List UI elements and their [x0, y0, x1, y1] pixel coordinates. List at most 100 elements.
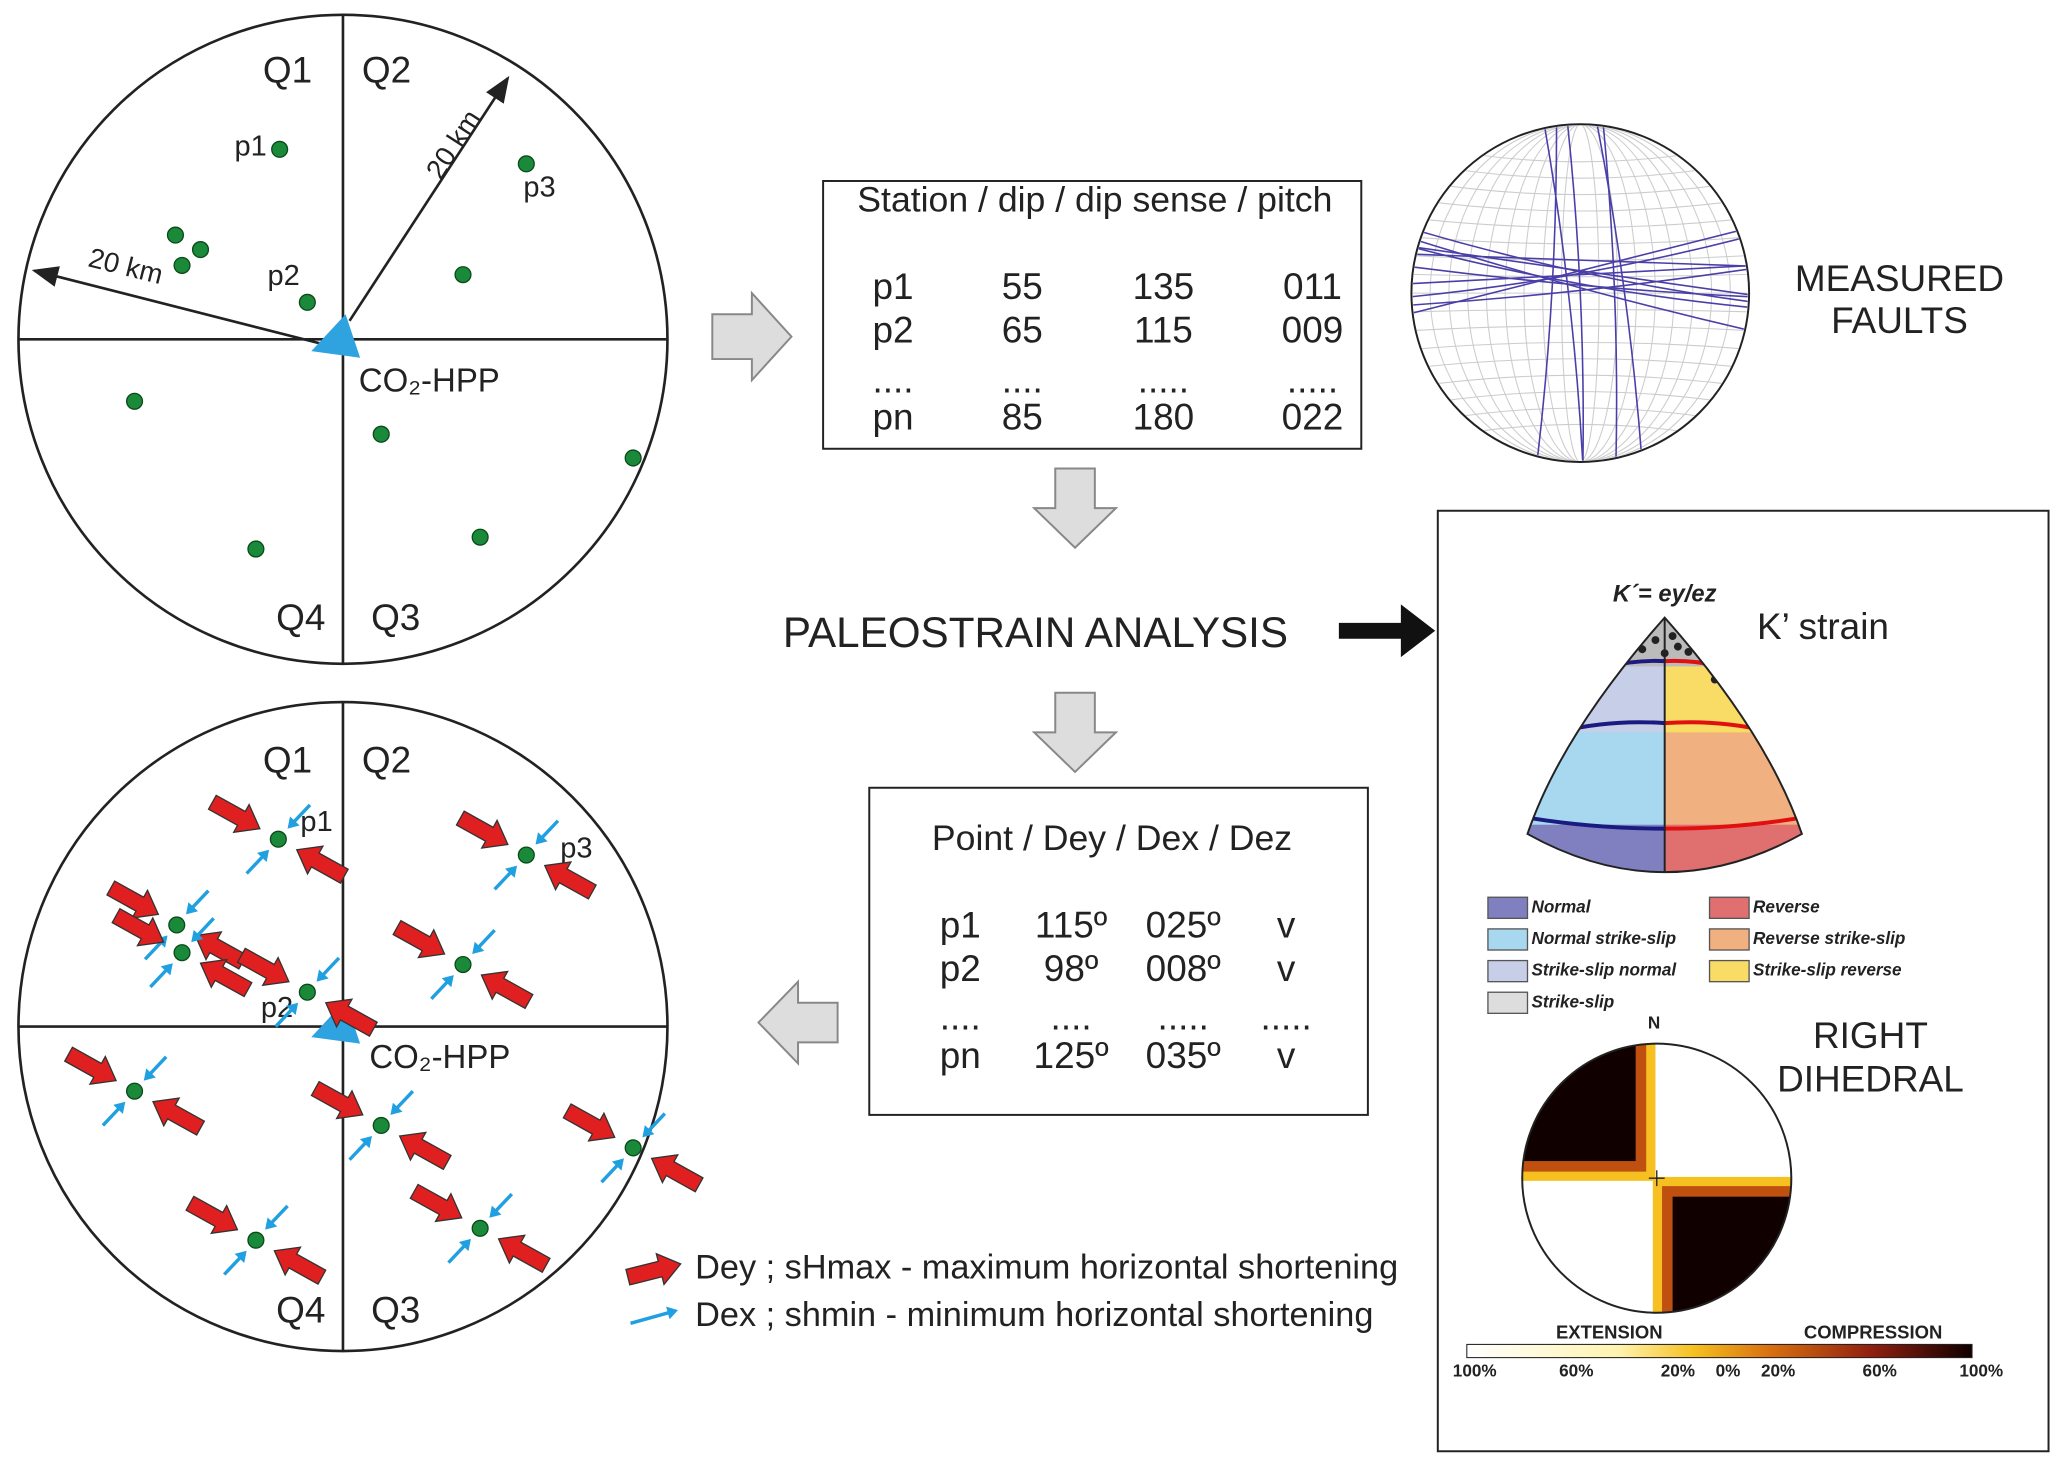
stress-arrow: [324, 998, 379, 1037]
station-dot: [191, 241, 210, 259]
table-cell: 125º: [1034, 1035, 1110, 1076]
table-cell: v: [1277, 1035, 1296, 1076]
table-cell: 65: [1002, 309, 1043, 350]
scale-label: 60%: [1863, 1361, 1897, 1381]
stress-arrow: [273, 1246, 327, 1285]
legend-swatch: [1487, 928, 1529, 951]
stress-arrow: [497, 1234, 551, 1274]
stress-arrow: [472, 929, 496, 954]
fault-plane: [1595, 125, 1644, 461]
stress-arrow: [199, 958, 253, 998]
station-dot: [372, 1116, 390, 1135]
legend-label: Reverse: [1753, 896, 1820, 916]
legend-swatch: [1708, 959, 1750, 983]
kprime-formula: K´= ey/ez: [1613, 581, 1717, 607]
stress-arrow: [535, 819, 560, 845]
table-cell: ....: [1002, 360, 1043, 401]
legend-label: Reverse strike-slip: [1753, 928, 1905, 948]
kprime-title: K’ strain: [1757, 606, 1889, 647]
stress-arrow: [185, 889, 210, 915]
legend-label: Normal: [1531, 896, 1591, 916]
station-dot: [269, 830, 287, 848]
stress-arrow: [409, 1183, 463, 1223]
stress-arrow: [642, 1112, 667, 1138]
point-label: p2: [261, 992, 293, 1024]
quadrant: Q2: [362, 739, 411, 780]
table-cell: 180: [1133, 396, 1195, 437]
scale-title: COMPRESSION: [1804, 1322, 1942, 1343]
station-dot: [125, 1082, 144, 1100]
station-dot: [247, 1231, 265, 1249]
stress-arrow: [316, 956, 341, 982]
stress-arrow: [630, 1306, 679, 1325]
grid-line: [1412, 217, 1748, 228]
table-cell: 55: [1002, 266, 1043, 307]
table-cell: .....: [1138, 360, 1189, 401]
table-cell: 025º: [1146, 904, 1222, 945]
strain-table: Point / Dey / Dex / Dez p1 115º 025º v p2 98º…: [868, 786, 1369, 1116]
station-dot: [247, 540, 265, 558]
table-cell: 135: [1133, 266, 1195, 307]
station-dot: [454, 955, 472, 974]
table-cell: p1: [872, 266, 913, 307]
stress-arrow: [430, 975, 454, 1000]
table-cell: ....: [1051, 997, 1092, 1038]
stress-arrow: [245, 849, 270, 875]
station-dot: [173, 256, 191, 274]
stress-arrow: [236, 947, 290, 987]
stress-arrow: [625, 1252, 682, 1286]
distance-label: 20 km: [86, 242, 167, 290]
stress-arrow: [106, 880, 160, 919]
faults-table: Station / dip / dip sense / pitch p1 55 13…: [822, 179, 1363, 450]
scale-label: 20%: [1761, 1361, 1795, 1381]
fault-plane: [1535, 125, 1558, 461]
map-before: Q1 Q2 Q3 Q4 p1 p2 p3 20 km 20 km CO₂-HPP: [17, 13, 669, 666]
dihedral-diagram: [1522, 1043, 1792, 1313]
quadrant: Q1: [263, 739, 312, 780]
point-label: p3: [523, 172, 555, 204]
table-cell: 115º: [1035, 904, 1108, 945]
arrow-legend: Dey ; sHmax - maximum horizontal shorten…: [625, 1248, 1398, 1334]
station-dot: [517, 846, 535, 864]
kprime-diagram: [1527, 617, 1802, 873]
quadrant: Q3: [371, 1290, 420, 1331]
grid-line: [1412, 374, 1748, 388]
station-dot: [471, 1219, 489, 1237]
stress-arrow: [480, 970, 534, 1010]
fault-plane: [1412, 223, 1748, 318]
stress-arrow: [287, 803, 312, 829]
fault-plane: [1412, 232, 1748, 299]
legend-text: Dex ; shmin - minimum horizontal shorten…: [695, 1296, 1373, 1334]
grid-line: [1412, 341, 1748, 350]
point-label: p2: [267, 260, 299, 292]
station-dot: [166, 226, 185, 244]
plant-label: CO₂-HPP: [359, 362, 500, 399]
dihedral-title: RIGHT: [1813, 1015, 1928, 1056]
quadrant: Q4: [276, 597, 325, 638]
stress-arrow: [149, 963, 173, 989]
table-cell: .....: [1287, 360, 1338, 401]
stress-arrow: [310, 1080, 364, 1120]
station-dot: [624, 1139, 642, 1157]
scale-label: 0%: [1716, 1361, 1741, 1381]
table-cell: pn: [940, 1035, 981, 1076]
stress-arrow: [194, 931, 248, 970]
fault-plane: [1566, 125, 1585, 461]
fault-plane: [1542, 125, 1584, 461]
table-cell: 115: [1134, 309, 1193, 350]
stress-arrow: [295, 845, 350, 884]
stress-arrow: [600, 1158, 624, 1184]
result-arrow: [1338, 604, 1436, 658]
table-cell: p2: [872, 309, 913, 350]
quadrant: Q1: [263, 50, 312, 91]
table-cell: 008º: [1146, 948, 1222, 989]
stress-arrow: [447, 1238, 471, 1264]
station-dot: [298, 983, 316, 1001]
quadrant: Q3: [371, 597, 420, 638]
station-dot: [168, 916, 186, 934]
fault-plane: [1412, 264, 1748, 286]
table-cell: .....: [1158, 997, 1209, 1038]
stress-arrow: [222, 1250, 247, 1276]
table-cell: ....: [872, 360, 913, 401]
stress-arrow: [274, 1002, 299, 1028]
